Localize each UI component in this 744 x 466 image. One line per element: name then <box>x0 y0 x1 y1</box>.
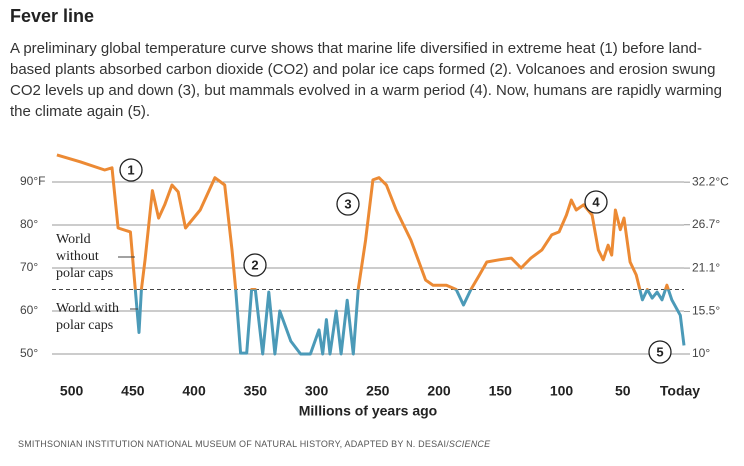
annotation-label: 3 <box>344 196 351 211</box>
y2-tick-label: 10° <box>692 346 710 360</box>
x-tick-label: 500 <box>60 383 84 399</box>
annotation-label: 2 <box>251 257 258 272</box>
x-tick-label: 200 <box>427 383 451 399</box>
x-tick-label: 50 <box>615 383 631 399</box>
x-tick-label: 350 <box>244 383 268 399</box>
y2-tick-label: 21.1° <box>692 260 720 274</box>
x-tick-label: 150 <box>489 383 513 399</box>
y2-tick-label: 32.2°C <box>692 174 729 188</box>
source-text: SMITHSONIAN INSTITUTION NATIONAL MUSEUM … <box>18 439 449 449</box>
x-axis-label: Millions of years ago <box>299 403 437 419</box>
y-tick-label: 50° <box>20 346 38 360</box>
y-tick-label: 80° <box>20 217 38 231</box>
chart-subtitle: A preliminary global temperature curve s… <box>10 40 722 120</box>
source: SMITHSONIAN INSTITUTION NATIONAL MUSEUM … <box>18 439 491 449</box>
source-italic: SCIENCE <box>449 439 491 449</box>
y2-tick-label: 26.7° <box>692 217 720 231</box>
annotation-circle <box>648 340 672 364</box>
region-label: polar caps <box>56 318 113 333</box>
region-label: World <box>56 232 91 247</box>
annotation-circle <box>243 253 267 277</box>
y-tick-label: 90°F <box>20 174 45 188</box>
region-label: World with <box>56 301 119 316</box>
annotation-label: 5 <box>656 344 663 359</box>
x-tick-label: 450 <box>121 383 145 399</box>
region-label: without <box>56 249 99 264</box>
x-tick-label: 100 <box>550 383 574 399</box>
annotation-label: 1 <box>127 162 134 177</box>
chart-title: Fever line <box>10 6 95 26</box>
x-tick-label: 250 <box>366 383 390 399</box>
annotation-circle <box>584 190 608 214</box>
x-tick-label: Today <box>660 383 700 399</box>
region-label: polar caps <box>56 266 113 281</box>
y-tick-label: 60° <box>20 303 38 317</box>
y2-tick-label: 15.5° <box>692 304 720 318</box>
x-tick-label: 300 <box>305 383 329 399</box>
annotation-label: 4 <box>592 194 600 209</box>
temperature-line <box>56 153 686 356</box>
y-tick-label: 70° <box>20 260 38 274</box>
annotation-circle <box>119 158 143 182</box>
x-tick-label: 400 <box>182 383 206 399</box>
annotation-circle <box>336 192 360 216</box>
